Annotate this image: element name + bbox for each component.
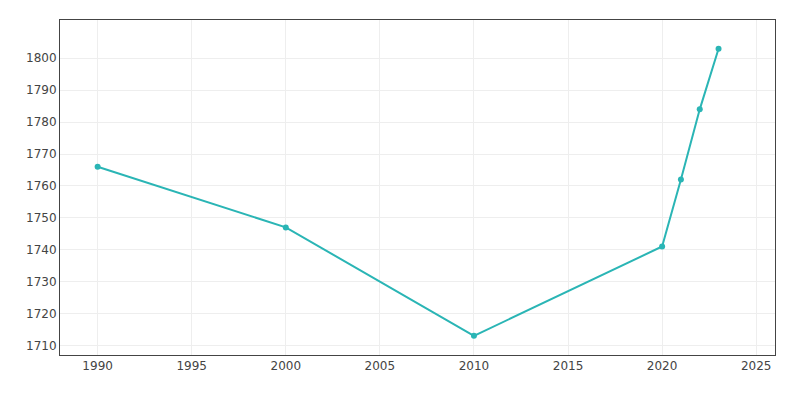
svg-text:2025: 2025	[741, 359, 772, 373]
svg-text:1770: 1770	[26, 147, 57, 161]
svg-text:2020: 2020	[647, 359, 678, 373]
svg-text:2015: 2015	[553, 359, 584, 373]
svg-text:1995: 1995	[176, 359, 207, 373]
svg-text:1800: 1800	[26, 51, 57, 65]
svg-text:1780: 1780	[26, 115, 57, 129]
svg-text:1750: 1750	[26, 211, 57, 225]
svg-text:1710: 1710	[26, 339, 57, 353]
svg-text:2010: 2010	[459, 359, 490, 373]
svg-text:1990: 1990	[82, 359, 113, 373]
svg-text:1720: 1720	[26, 307, 57, 321]
svg-text:2000: 2000	[271, 359, 302, 373]
svg-text:2005: 2005	[365, 359, 396, 373]
svg-text:1790: 1790	[26, 83, 57, 97]
svg-text:1740: 1740	[26, 243, 57, 257]
svg-text:1760: 1760	[26, 179, 57, 193]
svg-text:1730: 1730	[26, 275, 57, 289]
